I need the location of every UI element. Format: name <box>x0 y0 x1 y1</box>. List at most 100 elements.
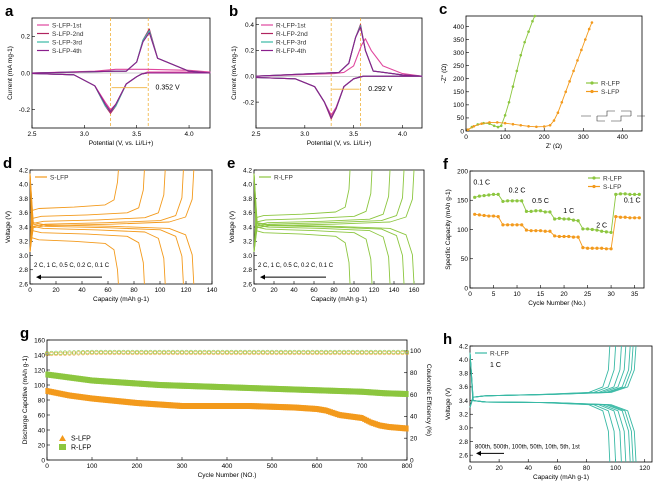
g-r-lfp-point <box>308 387 312 394</box>
g-ce-r-point <box>170 349 176 355</box>
g-r-lfp-point <box>274 385 278 392</box>
g-y-tick-label: 20 <box>38 442 46 449</box>
e-x-tick-label: 20 <box>270 287 278 294</box>
g-ce-s-point <box>193 351 198 356</box>
d-charge-curve <box>29 169 145 252</box>
g-ce-s-point <box>229 351 234 356</box>
g-r-lfp-point <box>203 383 207 390</box>
g-s-lfp-point <box>378 422 382 429</box>
g-r-lfp-point <box>221 384 225 391</box>
f-rate-point <box>553 234 557 238</box>
g-r-lfp-point <box>101 378 105 385</box>
f-rate-point <box>534 229 538 233</box>
g-ce-s-point <box>89 351 95 356</box>
f-rate-point <box>567 217 571 221</box>
g-s-lfp-point <box>254 403 258 410</box>
g-s-lfp-point <box>358 414 362 421</box>
g-s-lfp-point <box>101 396 105 403</box>
h-x-tick-label: 60 <box>554 465 562 472</box>
c-nyquist-point <box>515 69 519 73</box>
g-s-lfp-point <box>209 403 213 409</box>
g-r-lfp-point <box>130 380 134 387</box>
c-nyquist-line <box>467 15 536 131</box>
g-s-lfp-point <box>284 404 288 411</box>
g-s-lfp-point <box>130 399 134 406</box>
g-s-lfp-point <box>52 389 56 396</box>
g-s-lfp-point <box>49 388 53 395</box>
b-x-tick-label: 3.5 <box>349 131 358 138</box>
g-y2-axis-label: Coulombic Efficiency (%) <box>425 364 432 436</box>
g-s-lfp-point <box>137 400 141 407</box>
g-x-tick-label: 100 <box>87 463 98 470</box>
f-rate-point <box>491 192 496 196</box>
f-rate-point <box>520 223 524 227</box>
g-r-lfp-point <box>304 386 308 393</box>
g-s-lfp-point <box>67 392 71 399</box>
g-s-lfp-point <box>247 403 251 409</box>
g-s-lfp-point <box>308 405 312 412</box>
g-r-lfp-point <box>164 382 168 389</box>
g-s-lfp-point <box>133 399 137 406</box>
f-y-tick-label: 50 <box>461 256 469 263</box>
g-s-lfp-point <box>162 401 166 408</box>
g-s-lfp-point <box>56 390 60 397</box>
g-s-lfp-point <box>351 413 355 420</box>
g-ce-r-point <box>350 349 356 355</box>
g-r-lfp-point <box>189 383 193 390</box>
g-s-lfp-point <box>74 393 78 400</box>
g-r-lfp-point <box>293 386 297 393</box>
g-r-lfp-point <box>229 384 233 391</box>
e-charge-curve <box>253 169 405 252</box>
g-r-lfp-point <box>167 382 171 389</box>
g-s-lfp-point <box>403 425 407 432</box>
g-s-lfp-point <box>205 403 209 409</box>
g-ce-s-point <box>328 351 333 356</box>
g-ce-r-point <box>139 349 144 355</box>
g-s-lfp-point <box>356 414 360 421</box>
g-r-lfp-point <box>403 390 407 397</box>
g-s-lfp-point <box>256 403 260 410</box>
c-y-tick-label: 250 <box>453 63 464 70</box>
g-r-lfp-point <box>335 387 339 394</box>
g-s-lfp-point <box>135 400 139 406</box>
e-y-tick-label: 2.6 <box>243 281 252 288</box>
f-rate-label: 1 C <box>563 208 574 215</box>
g-r-lfp-point <box>166 382 170 389</box>
g-r-lfp-point <box>115 379 119 386</box>
f-rate-point <box>543 210 547 214</box>
g-s-lfp-point <box>387 424 391 430</box>
d-y-tick-label: 2.8 <box>19 267 28 274</box>
g-s-lfp-point <box>115 398 119 405</box>
g-r-lfp-point <box>59 373 63 380</box>
c-nyquist-point <box>492 124 496 128</box>
g-s-lfp-point <box>175 402 179 409</box>
c-nyquist-point <box>533 14 537 18</box>
c-x-tick-label: 300 <box>578 134 589 141</box>
g-s-lfp-point <box>230 403 234 409</box>
g-ce-r-point <box>67 350 72 355</box>
g-s-lfp-point <box>79 394 83 401</box>
g-r-lfp-point <box>140 380 144 387</box>
f-rate-point <box>571 218 576 222</box>
g-s-lfp-point <box>331 409 335 416</box>
g-r-lfp-point <box>328 387 332 394</box>
g-r-lfp-point <box>373 389 377 396</box>
g-r-lfp-point <box>67 374 71 381</box>
g-r-lfp-point <box>202 383 206 390</box>
g-ce-s-point <box>283 351 288 356</box>
g-r-lfp-point <box>205 383 209 390</box>
g-r-lfp-point <box>121 379 125 386</box>
g-r-lfp-point <box>277 385 281 392</box>
e-x-tick-label: 80 <box>330 287 338 294</box>
g-r-lfp-point <box>110 378 114 385</box>
g-s-lfp-point <box>248 403 252 410</box>
g-s-lfp-point <box>292 404 296 411</box>
g-ce-s-point <box>395 351 401 356</box>
c-legend-marker <box>590 81 594 85</box>
g-r-lfp-point <box>131 380 135 387</box>
g-s-lfp-point <box>373 420 377 427</box>
d-x-axis-label: Capacity (mAh g-1) <box>93 296 149 303</box>
g-r-lfp-point <box>194 383 198 390</box>
g-r-lfp-point <box>365 389 369 396</box>
g-r-lfp-point <box>268 385 272 392</box>
